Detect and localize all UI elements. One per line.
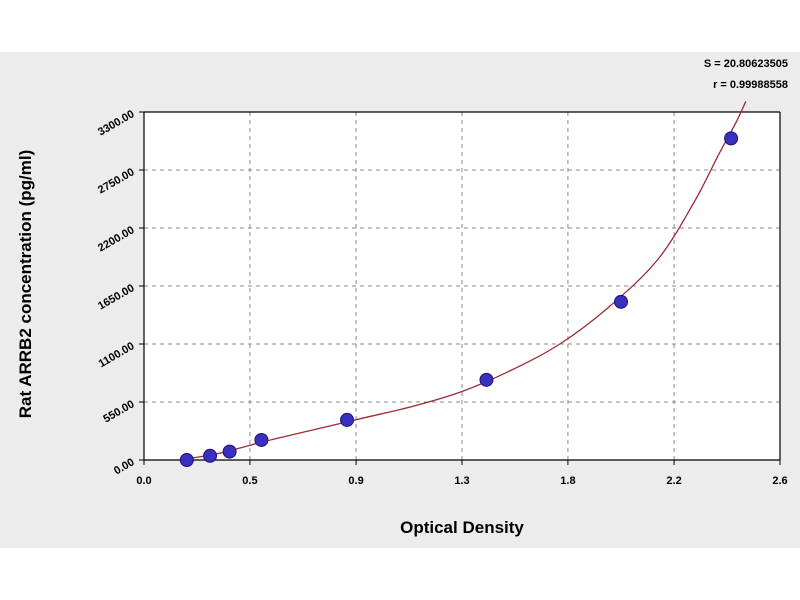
- stat-r-value: r = 0.99988558: [713, 79, 788, 91]
- data-point: [614, 294, 628, 309]
- x-tick-label: 2.6: [772, 475, 787, 487]
- x-tick-label: 0.0: [136, 475, 151, 487]
- stat-s-value: S = 20.80623505: [704, 58, 788, 70]
- labels-layer: Optical Density Rat ARRB2 concentration …: [16, 58, 788, 537]
- x-tick-label: 2.2: [666, 475, 681, 487]
- x-tick-label: 1.3: [454, 475, 469, 487]
- data-point: [724, 131, 739, 146]
- x-axis-title: Optical Density: [400, 518, 524, 537]
- data-point: [203, 448, 218, 463]
- fit-curve: [185, 101, 747, 460]
- data-point: [179, 453, 194, 467]
- x-tick-label: 0.5: [242, 475, 257, 487]
- plot-area: [144, 112, 780, 460]
- x-tick-label: 1.8: [560, 475, 575, 487]
- grid-layer: [144, 112, 780, 460]
- data-point: [340, 412, 355, 427]
- data-point: [222, 444, 237, 459]
- data-point: [479, 372, 494, 387]
- x-tick-label: 0.9: [348, 475, 363, 487]
- y-axis-title: Rat ARRB2 concentration (pg/ml): [16, 150, 35, 419]
- fit-curve-layer: [185, 101, 747, 460]
- data-point: [254, 432, 269, 447]
- data-points-layer: [179, 131, 739, 467]
